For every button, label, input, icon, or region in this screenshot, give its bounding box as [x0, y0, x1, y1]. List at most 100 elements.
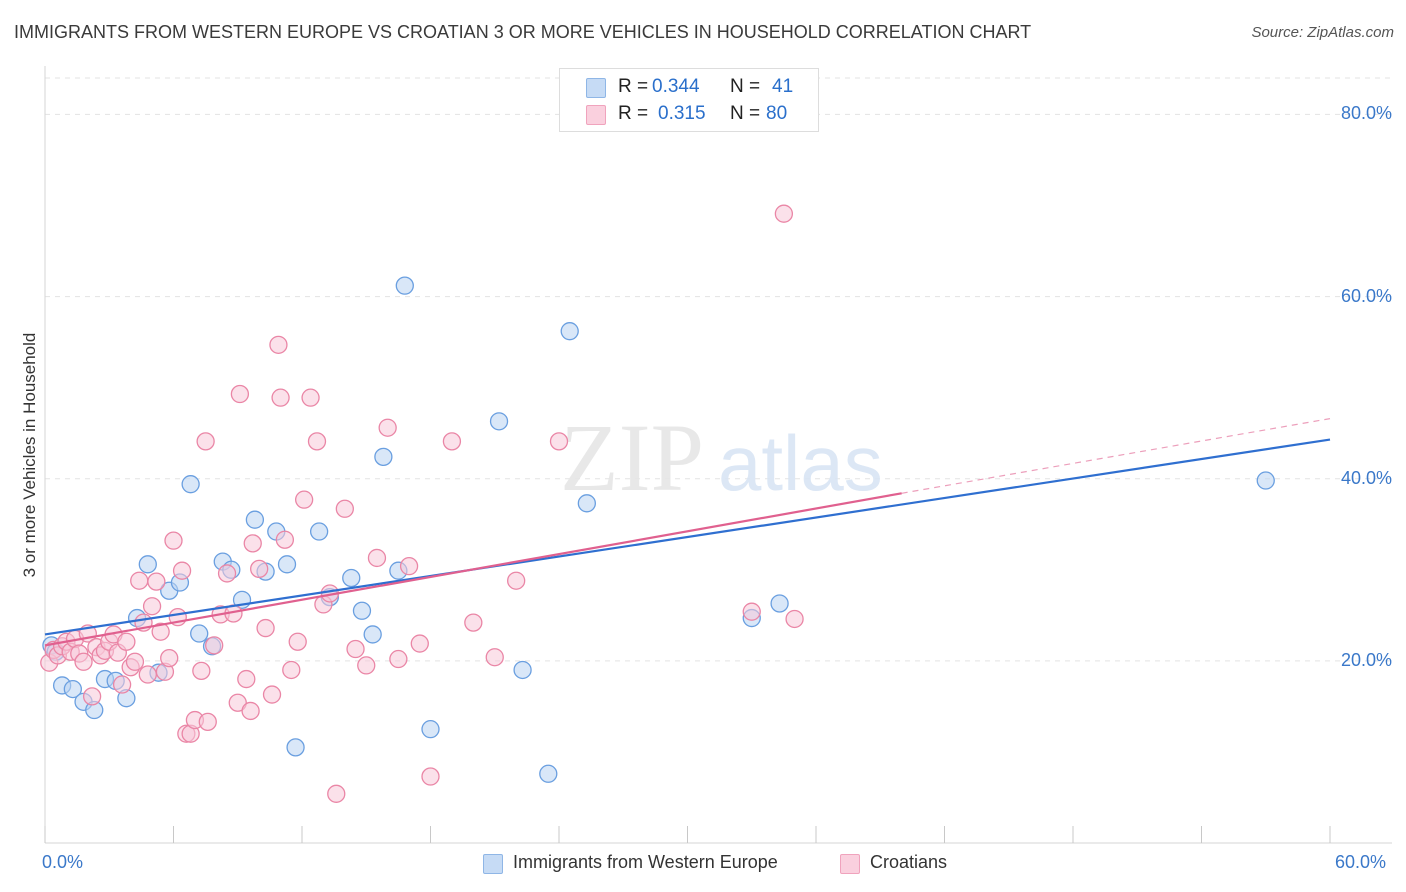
- data-point: [190, 624, 209, 643]
- series-legend: Immigrants from Western Europe Croatians: [0, 852, 1406, 878]
- data-point: [395, 276, 414, 295]
- data-point: [288, 632, 307, 651]
- data-point: [489, 412, 509, 431]
- data-point: [294, 490, 314, 509]
- data-point: [335, 499, 354, 518]
- data-point: [1256, 471, 1275, 490]
- watermark: ZIP atlas: [560, 404, 883, 511]
- data-point: [243, 534, 262, 553]
- data-point: [307, 432, 327, 451]
- y-tick-label: 60.0%: [1340, 285, 1392, 306]
- data-point: [151, 622, 170, 641]
- watermark-light: atlas: [718, 419, 883, 507]
- data-point: [217, 564, 237, 583]
- data-point: [82, 687, 102, 706]
- data-point: [539, 764, 558, 783]
- data-point: [160, 648, 179, 668]
- data-point: [275, 530, 295, 549]
- legend-r-label: R =: [618, 76, 649, 97]
- data-point: [442, 432, 462, 451]
- data-point: [256, 618, 275, 638]
- data-point: [142, 597, 162, 616]
- data-point: [138, 555, 157, 574]
- legend-label-western-europe: Immigrants from Western Europe: [513, 852, 778, 872]
- trend-line-croatians: [44, 492, 902, 647]
- data-point: [228, 693, 247, 712]
- legend-swatch-blue: [483, 854, 503, 874]
- data-point: [250, 559, 269, 579]
- data-point: [125, 652, 145, 671]
- data-point: [271, 388, 290, 407]
- data-point: [421, 767, 440, 786]
- data-point: [346, 639, 365, 659]
- data-point: [367, 548, 387, 568]
- data-point: [770, 594, 789, 613]
- data-point: [138, 665, 157, 684]
- data-point: [464, 613, 483, 632]
- legend-r-label: R =: [618, 103, 649, 124]
- x-tick-label-max: 60.0%: [1335, 852, 1387, 872]
- data-point: [549, 432, 569, 451]
- series-croatians-points: [40, 204, 804, 803]
- data-point: [230, 384, 250, 404]
- legend-n-value: 80: [766, 103, 788, 124]
- legend-r-value: 0.344: [652, 76, 700, 97]
- data-point: [192, 661, 211, 681]
- y-tick-label: 80.0%: [1340, 103, 1392, 124]
- legend-r-value: 0.315: [658, 103, 706, 124]
- data-point: [389, 649, 408, 669]
- data-point: [286, 738, 305, 757]
- data-point: [399, 556, 419, 576]
- data-point: [277, 555, 297, 574]
- x-tick-label-min: 0.0%: [42, 852, 84, 872]
- legend-swatch-pink: [586, 105, 606, 125]
- data-point: [282, 660, 301, 680]
- chart-title: IMMIGRANTS FROM WESTERN EUROPE VS CROATI…: [14, 22, 1032, 42]
- legend-n-label: N =: [730, 76, 761, 97]
- correlation-legend: R = 0.344 N = 41 R = 0.315 N = 80: [559, 68, 819, 132]
- data-point: [164, 531, 183, 550]
- legend-label-croatians: Croatians: [870, 852, 948, 872]
- data-point: [147, 572, 166, 591]
- data-point: [301, 388, 320, 407]
- source-label: Source: ZipAtlas.com: [1251, 24, 1394, 41]
- data-point: [357, 656, 376, 675]
- data-point: [269, 335, 288, 354]
- watermark-bold: ZIP: [560, 404, 704, 511]
- data-point: [181, 475, 200, 494]
- data-point: [774, 204, 794, 223]
- data-point: [245, 510, 265, 529]
- data-point: [560, 322, 579, 341]
- data-point: [262, 685, 282, 704]
- data-point: [507, 571, 526, 590]
- trend-lines: [44, 418, 1331, 647]
- y-axis-label: 3 or more Vehicles in Household: [20, 332, 39, 578]
- data-point: [63, 679, 82, 699]
- data-point: [485, 648, 504, 667]
- trend-line-western-europe: [44, 438, 1331, 636]
- data-point: [742, 602, 761, 621]
- data-point: [309, 522, 329, 541]
- data-point: [198, 712, 217, 732]
- y-tick-label: 20.0%: [1340, 649, 1392, 670]
- legend-n-value: 41: [772, 76, 794, 97]
- legend-swatch-pink: [840, 854, 860, 874]
- data-point: [74, 652, 93, 671]
- data-point: [513, 660, 532, 680]
- data-point: [785, 609, 804, 629]
- data-point: [342, 568, 361, 588]
- data-point: [130, 571, 149, 590]
- data-point: [112, 675, 132, 694]
- series-western-europe-points: [42, 276, 1275, 783]
- y-tick-label: 40.0%: [1340, 467, 1392, 488]
- grid-lines: [45, 77, 1392, 662]
- axes: [44, 66, 1392, 844]
- legend-swatch-blue: [586, 78, 606, 98]
- data-point: [241, 701, 260, 721]
- data-point: [374, 447, 393, 467]
- data-point: [172, 561, 192, 580]
- data-point: [196, 432, 215, 451]
- data-point: [327, 784, 346, 803]
- data-point: [421, 720, 440, 739]
